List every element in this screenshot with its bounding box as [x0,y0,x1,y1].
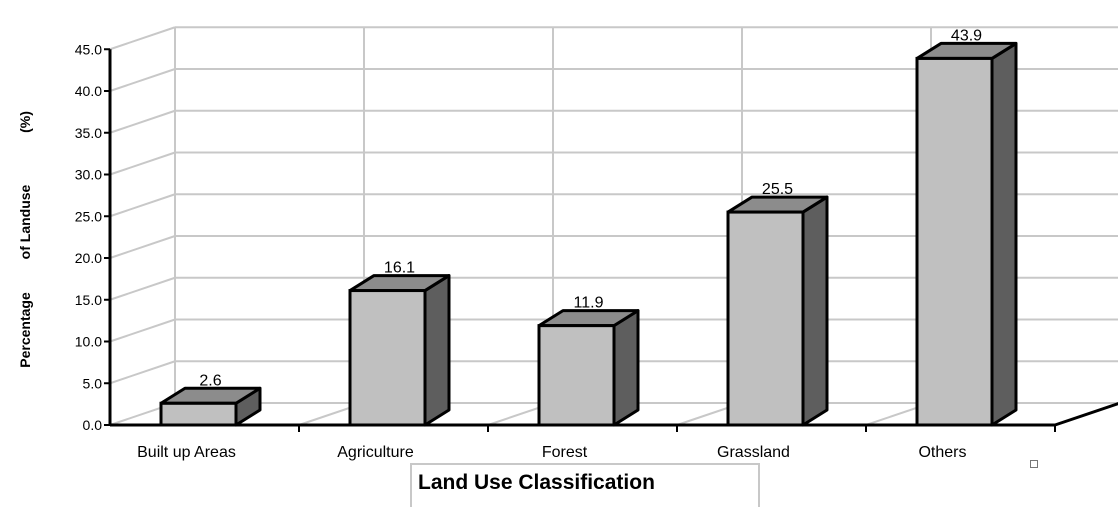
grid-line-side [109,235,176,259]
category-label: Others [918,444,966,461]
bar [159,386,262,427]
grid-line-side [109,276,176,301]
bar-value-label: 43.9 [951,27,982,44]
x-axis-title-box: Land Use Classification [410,463,760,507]
bar [726,195,829,427]
grid-line-side [109,26,176,51]
bar-value-label: 11.9 [574,295,604,312]
grid-line-side [109,360,176,385]
y-axis-label: Percentage [17,292,33,368]
bar-side [801,195,829,427]
bar-side [612,309,640,427]
bar-front [159,401,238,427]
category-label: Forest [542,444,588,461]
grid-line-side [109,318,176,343]
bar-front [348,289,427,427]
y-tick-label: 5.0 [83,375,103,391]
grid-line-side [109,193,176,218]
grid-line-side [109,109,176,134]
bar-front [915,56,994,427]
y-tick-label: 40.0 [75,83,102,99]
y-tick-label: 30.0 [75,167,102,183]
y-tick-label: 45.0 [75,41,102,57]
bar [537,309,640,427]
y-tick-label: 10.0 [75,334,102,350]
bar-front [537,324,616,427]
grid-line-side [109,151,176,176]
bar [348,274,451,427]
category-label: Built up Areas [137,444,236,461]
category-label: Grassland [717,444,790,461]
bar-side [423,274,451,427]
bar-value-label: 2.6 [199,372,221,389]
y-axis-label: (%) [17,111,33,133]
y-tick-label: 15.0 [75,292,102,308]
bar [915,41,1018,427]
y-tick-label: 25.0 [75,208,102,224]
x-axis-depth-line [1054,402,1118,427]
category-label: Agriculture [337,444,414,461]
x-axis-title: Land Use Classification [418,471,655,494]
y-axis-label: of Landuse [17,184,33,259]
bar-value-label: 16.1 [384,260,415,277]
grid-line-side [109,68,176,92]
y-tick-label: 20.0 [75,250,102,266]
bar-side [990,41,1018,427]
bar-front [726,210,805,427]
y-tick-label: 35.0 [75,125,102,141]
y-tick-label: 0.0 [83,417,103,433]
bar-value-label: 25.5 [762,181,793,198]
legend-marker [1030,460,1038,468]
